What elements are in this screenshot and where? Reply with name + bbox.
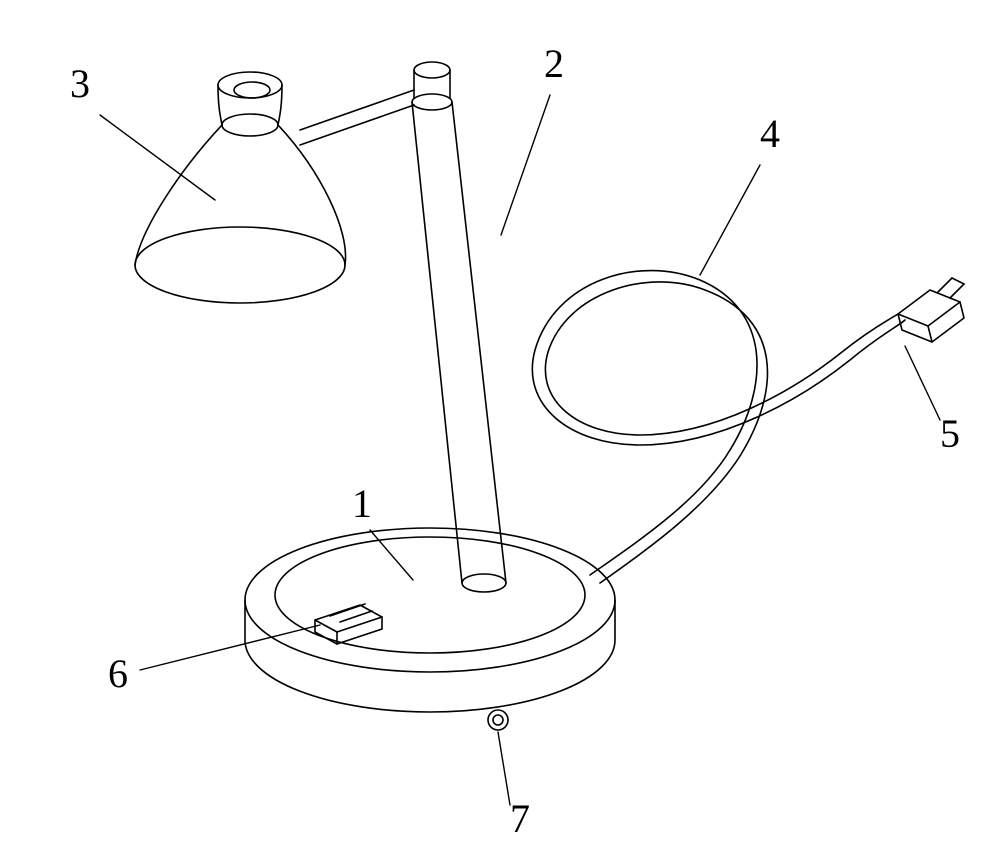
label-plug: 5	[940, 410, 960, 457]
leader-5	[905, 346, 940, 420]
label-base: 1	[352, 480, 372, 527]
base-indicator	[488, 710, 508, 730]
lamp-base	[245, 528, 615, 712]
leader-2	[501, 95, 550, 235]
lamp-stem	[300, 62, 506, 592]
lamp-diagram	[0, 0, 1000, 853]
leader-6	[140, 625, 320, 670]
label-stem: 2	[544, 40, 564, 87]
label-switch: 6	[108, 650, 128, 697]
lamp-shade	[135, 72, 346, 303]
power-plug	[898, 278, 964, 342]
label-shade: 3	[70, 60, 90, 107]
label-indicator: 7	[510, 795, 530, 842]
power-cord	[532, 271, 905, 583]
label-cord: 4	[760, 110, 780, 157]
leader-lines	[100, 95, 940, 805]
power-switch	[315, 604, 382, 644]
leader-4	[700, 165, 760, 275]
leader-3	[100, 115, 215, 200]
leader-7	[498, 732, 510, 805]
